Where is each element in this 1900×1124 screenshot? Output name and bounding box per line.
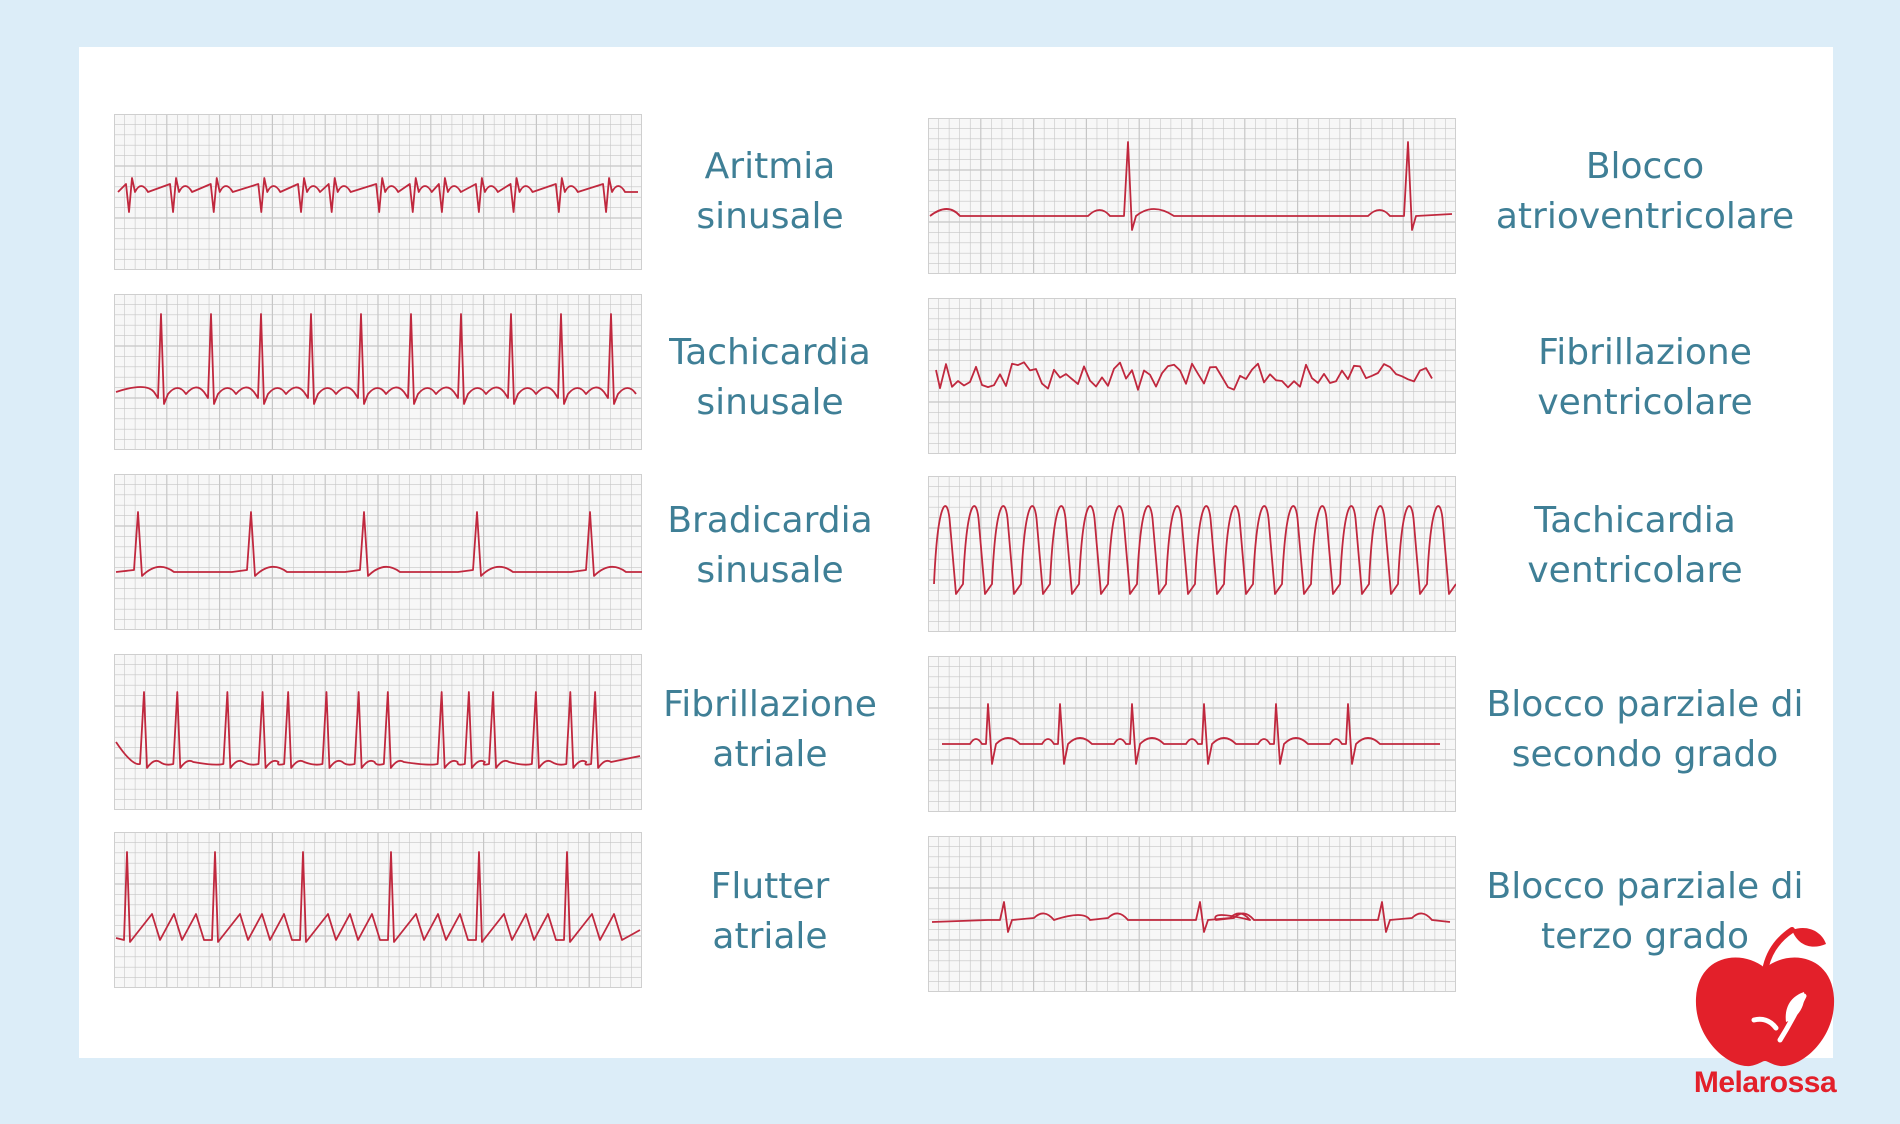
label-line2: ventricolare bbox=[1527, 550, 1743, 591]
ecg-strip-blocco-atrioventricolare bbox=[928, 118, 1456, 274]
ecg-grid bbox=[114, 654, 642, 810]
label-line2: secondo grado bbox=[1511, 734, 1779, 775]
label-line2: atrioventricolare bbox=[1495, 196, 1795, 237]
label-line1: Aritmia bbox=[704, 146, 836, 187]
label-line2: ventricolare bbox=[1537, 382, 1753, 423]
ecg-trace bbox=[929, 141, 1453, 231]
ecg-grid bbox=[114, 474, 642, 630]
ecg-strip-fibrillazione-atriale bbox=[114, 654, 642, 810]
ecg-grid bbox=[928, 298, 1456, 454]
ecg-trace bbox=[942, 703, 1440, 765]
ecg-grid bbox=[928, 656, 1456, 812]
label-fibrillazione-ventricolare: Fibrillazione ventricolare bbox=[1485, 328, 1805, 428]
ecg-grid bbox=[928, 476, 1456, 632]
ecg-trace bbox=[931, 901, 1451, 933]
label-line2: sinusale bbox=[696, 550, 844, 591]
ecg-grid bbox=[928, 118, 1456, 274]
ecg-strip-tachicardia-ventricolare bbox=[928, 476, 1456, 632]
label-line1: Tachicardia bbox=[1534, 500, 1736, 541]
label-line1: Fibrillazione bbox=[663, 684, 877, 725]
ecg-grid bbox=[114, 114, 642, 270]
ecg-strip-blocco-terzo-grado bbox=[928, 836, 1456, 992]
label-line1: Bradicardia bbox=[667, 500, 873, 541]
ecg-strip-aritmia-sinusale bbox=[114, 114, 642, 270]
label-line1: Blocco bbox=[1585, 146, 1705, 187]
label-tachicardia-ventricolare: Tachicardia ventricolare bbox=[1475, 496, 1795, 596]
apple-logo-icon bbox=[1680, 920, 1850, 1100]
label-line2: sinusale bbox=[696, 382, 844, 423]
ecg-trace bbox=[933, 505, 1456, 595]
ecg-grid bbox=[928, 836, 1456, 992]
label-fibrillazione-atriale: Fibrillazione atriale bbox=[610, 680, 930, 780]
ecg-strip-bradicardia-sinusale bbox=[114, 474, 642, 630]
ecg-trace bbox=[115, 511, 642, 577]
label-blocco-atrioventricolare: Blocco atrioventricolare bbox=[1485, 142, 1805, 242]
label-tachicardia-sinusale: Tachicardia sinusale bbox=[610, 328, 930, 428]
label-line1: Blocco parziale di bbox=[1486, 684, 1804, 725]
ecg-strip-fibrillazione-ventricolare bbox=[928, 298, 1456, 454]
label-line1: Flutter bbox=[710, 866, 830, 907]
ecg-grid bbox=[114, 832, 642, 988]
label-line2: terzo grado bbox=[1540, 916, 1750, 957]
label-line2: atriale bbox=[712, 734, 828, 775]
ecg-strip-flutter-atriale bbox=[114, 832, 642, 988]
ecg-strip-tachicardia-sinusale bbox=[114, 294, 642, 450]
label-blocco-secondo-grado: Blocco parziale di secondo grado bbox=[1485, 680, 1805, 780]
label-line1: Blocco parziale di bbox=[1486, 866, 1804, 907]
label-aritmia-sinusale: Aritmia sinusale bbox=[610, 142, 930, 242]
ecg-trace bbox=[935, 361, 1433, 391]
ecg-trace bbox=[115, 691, 641, 769]
label-line2: atriale bbox=[712, 916, 828, 957]
brand-name: Melarossa bbox=[1693, 1066, 1837, 1099]
ecg-strip-blocco-secondo-grado bbox=[928, 656, 1456, 812]
label-line1: Fibrillazione bbox=[1538, 332, 1752, 373]
ecg-trace bbox=[115, 851, 641, 943]
label-flutter-atriale: Flutter atriale bbox=[610, 862, 930, 962]
ecg-trace bbox=[115, 313, 637, 405]
label-bradicardia-sinusale: Bradicardia sinusale bbox=[610, 496, 930, 596]
label-line2: sinusale bbox=[696, 196, 844, 237]
label-line1: Tachicardia bbox=[669, 332, 871, 373]
ecg-grid bbox=[114, 294, 642, 450]
ecg-trace bbox=[117, 177, 638, 213]
label-blocco-terzo-grado: Blocco parziale di terzo grado bbox=[1485, 862, 1805, 962]
